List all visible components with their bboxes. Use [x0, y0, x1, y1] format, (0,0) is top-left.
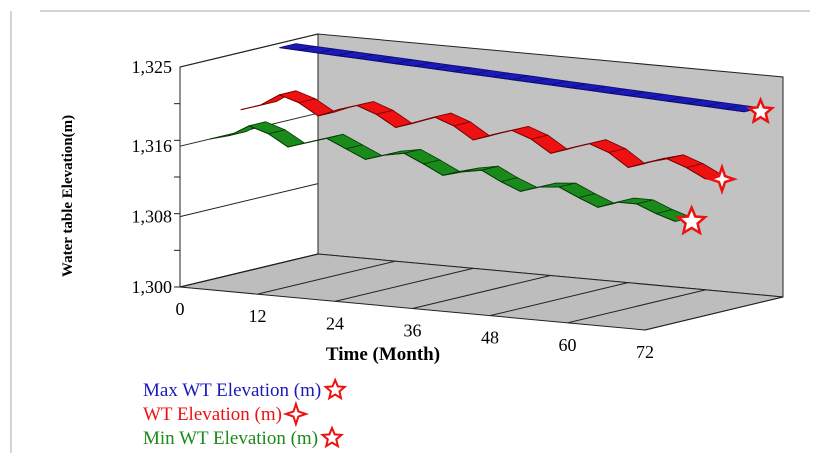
x-tick-label: 0 — [176, 299, 185, 319]
y-tick-labels: 1,300 1,308 1,316 1,325 — [132, 57, 173, 297]
legend-label: Max WT Elevation (m) — [143, 380, 321, 401]
back-wall — [318, 34, 783, 297]
side-wall — [180, 34, 318, 287]
x-tick-label: 48 — [481, 328, 499, 348]
x-tick-label: 24 — [326, 313, 344, 333]
x-tick-label: 60 — [559, 335, 577, 355]
x-axis-label: Time (Month) — [326, 344, 440, 365]
legend-marker — [286, 404, 306, 424]
x-tick-label: 72 — [636, 342, 654, 362]
legend: Max WT Elevation (m) WT Elevation (m) Min … — [143, 380, 345, 449]
x-tick-label: 36 — [404, 321, 422, 341]
y-axis-label: Water table Elevation(m) — [60, 115, 76, 277]
legend-marker — [326, 380, 345, 398]
legend-marker — [323, 428, 342, 446]
legend-label: WT Elevation (m) — [143, 404, 282, 425]
y-tick-label: 1,325 — [132, 57, 173, 77]
y-tick-label: 1,308 — [132, 207, 173, 227]
plot-walls — [180, 34, 783, 330]
y-tick-label: 1,300 — [132, 277, 173, 297]
y-tick-label: 1,316 — [132, 136, 173, 156]
x-tick-label: 12 — [249, 306, 267, 326]
legend-label: Min WT Elevation (m) — [143, 428, 318, 449]
